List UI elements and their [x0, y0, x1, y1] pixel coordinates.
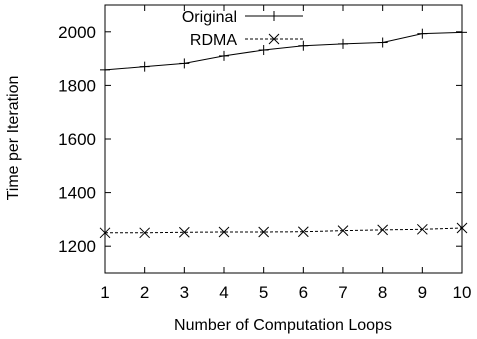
y-axis-label: Time per Iteration [5, 76, 22, 201]
data-point-marker-b [297, 226, 309, 238]
y-tick-label: 1600 [58, 130, 96, 149]
data-point [258, 226, 270, 238]
data-point [416, 223, 428, 235]
x-tick-label: 10 [453, 283, 472, 302]
x-tick-label: 5 [259, 283, 268, 302]
x-tick-label: 9 [418, 283, 427, 302]
data-point [100, 64, 110, 75]
data-point-marker-b [99, 227, 111, 239]
data-point [457, 27, 467, 38]
legend-label: RDMA [190, 32, 237, 49]
data-point [178, 226, 190, 238]
series-original [100, 27, 467, 75]
series-rdma [99, 222, 468, 239]
data-point-marker-b [178, 226, 190, 238]
y-tick-label: 1800 [58, 76, 96, 95]
x-tick-label: 1 [100, 283, 109, 302]
legend: Original RDMA [182, 9, 303, 49]
data-point [377, 224, 389, 236]
data-point [297, 226, 309, 238]
series-lines [99, 27, 468, 239]
legend-item-original: Original [182, 9, 303, 26]
x-tick-label: 8 [378, 283, 387, 302]
data-point [337, 225, 349, 237]
x-tick-label: 3 [180, 283, 189, 302]
data-point-marker-b [258, 226, 270, 238]
x-tick-label: 7 [338, 283, 347, 302]
data-point-marker-b [139, 227, 151, 239]
y-tick-label: 1400 [58, 184, 96, 203]
data-point [99, 227, 111, 239]
series-line [105, 227, 463, 234]
data-point [219, 50, 229, 61]
legend-marker-b [268, 33, 280, 45]
data-point [218, 226, 230, 238]
x-tick-label: 4 [219, 283, 228, 302]
ticks: 1200 1400 1600 1800 2000 1 2 3 4 5 6 7 8 9 10 [58, 5, 471, 302]
legend-label: Original [182, 9, 237, 26]
data-point-marker-b [416, 223, 428, 235]
data-point-marker-b [377, 224, 389, 236]
y-tick-label: 2000 [58, 23, 96, 42]
data-point [417, 28, 428, 39]
data-point [139, 61, 150, 72]
data-point [377, 37, 388, 48]
data-point-marker-b [456, 222, 468, 234]
data-point [338, 38, 348, 49]
data-point-marker-b [218, 226, 230, 238]
plot-frame [104, 4, 463, 274]
data-point [139, 227, 151, 239]
legend-item-rdma: RDMA [190, 32, 303, 49]
data-point [298, 40, 309, 51]
data-point [179, 58, 190, 69]
series-line [104, 31, 463, 71]
axes [104, 4, 463, 274]
x-axis-label: Number of Computation Loops [174, 317, 392, 334]
data-point [456, 222, 468, 234]
x-tick-label: 2 [140, 283, 149, 302]
data-point-marker-b [337, 225, 349, 237]
x-tick-label: 6 [299, 283, 308, 302]
data-point [258, 45, 269, 56]
y-tick-label: 1200 [58, 237, 96, 256]
